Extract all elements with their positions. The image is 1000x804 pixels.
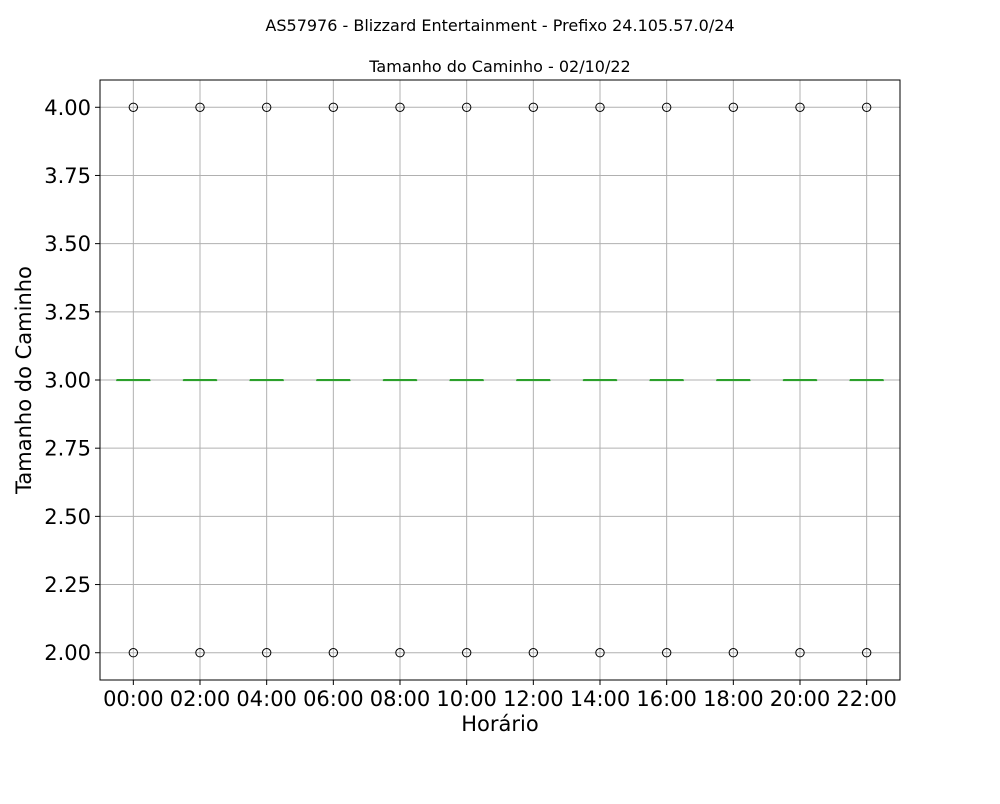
outlier-point — [661, 102, 672, 112]
outlier-point — [328, 648, 339, 658]
outlier-point — [461, 102, 472, 112]
outlier-point — [795, 102, 805, 112]
x-tick-label: 16:00 — [636, 687, 697, 711]
x-axis-label: Horário — [461, 712, 538, 736]
y-tick-label: 2.50 — [44, 505, 91, 529]
y-axis-label: Tamanho do Caminho — [12, 266, 36, 495]
outlier-point — [261, 102, 272, 112]
outlier-point — [528, 102, 539, 112]
chart-suptitle: AS57976 - Blizzard Entertainment - Prefi… — [265, 16, 734, 35]
y-tick-label: 4.00 — [44, 96, 91, 120]
outlier-point — [261, 648, 272, 658]
outlier-point — [128, 102, 139, 112]
box-layer — [116, 379, 884, 382]
x-tick-label: 22:00 — [836, 687, 897, 711]
outlier-point — [461, 648, 472, 658]
chart-title: Tamanho do Caminho - 02/10/22 — [368, 57, 630, 76]
x-tick-label: 14:00 — [570, 687, 631, 711]
outlier-point — [661, 648, 672, 658]
outlier-point — [728, 102, 739, 112]
outlier-point — [728, 648, 739, 658]
axes-frame — [99, 79, 901, 681]
outlier-point — [595, 102, 605, 112]
outlier-point — [861, 102, 872, 112]
x-tick-label: 00:00 — [103, 687, 164, 711]
y-tick-label: 2.75 — [44, 437, 91, 461]
flier-layer — [128, 102, 872, 658]
outlier-point — [195, 102, 205, 112]
outlier-point — [395, 102, 405, 112]
outlier-point — [595, 648, 605, 658]
x-tick-label: 12:00 — [503, 687, 564, 711]
outlier-point — [195, 648, 205, 658]
outlier-point — [328, 102, 339, 112]
y-tick-label: 2.25 — [44, 573, 91, 597]
y-tick-label: 2.00 — [44, 641, 91, 665]
x-tick-label: 20:00 — [770, 687, 831, 711]
y-tick-label: 3.25 — [44, 300, 91, 324]
grid-layer — [100, 80, 900, 680]
y-tick-label: 3.75 — [44, 164, 91, 188]
x-tick-label: 10:00 — [436, 687, 497, 711]
outlier-point — [128, 648, 139, 658]
x-tick-label: 18:00 — [703, 687, 764, 711]
y-tick-label: 3.00 — [44, 369, 91, 393]
outlier-point — [528, 648, 539, 658]
outlier-point — [795, 648, 805, 658]
x-tick-label: 04:00 — [236, 687, 297, 711]
x-tick-label: 02:00 — [170, 687, 231, 711]
y-tick-label: 3.50 — [44, 232, 91, 256]
x-tick-label: 08:00 — [370, 687, 431, 711]
x-tick-label: 06:00 — [303, 687, 364, 711]
tick-layer: 2.00 2.25 2.50 2.75 3.00 3.25 3.50 3.75 4.00 00:0… — [44, 96, 897, 711]
outlier-point — [395, 648, 405, 658]
outlier-point — [861, 648, 872, 658]
